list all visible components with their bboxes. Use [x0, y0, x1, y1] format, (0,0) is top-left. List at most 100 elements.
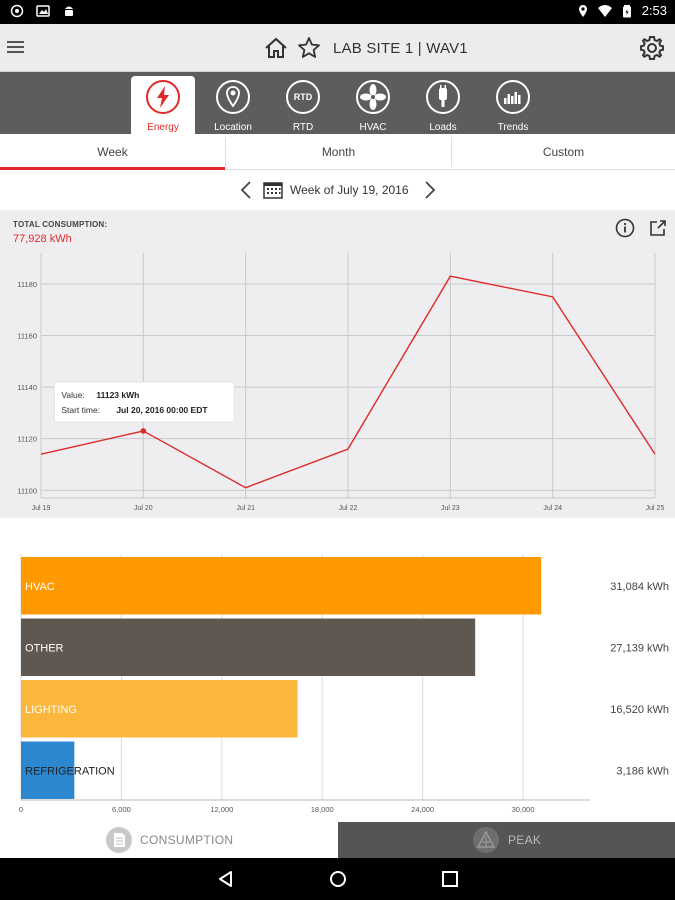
- bar: [21, 618, 476, 676]
- chart-tooltip: Value: 11123 kWh Start time: Jul 20, 2016 0…: [53, 381, 235, 423]
- image-notification-icon: [36, 5, 50, 17]
- y-tick-label: 11160: [17, 332, 37, 341]
- week-label: Week of July 19, 2016: [290, 183, 409, 197]
- status-bar: 2:53: [0, 0, 675, 24]
- bar-value-label: 31,084 kWh: [610, 581, 669, 593]
- bar: [21, 557, 542, 615]
- x-tick-label: 18,000: [311, 805, 334, 814]
- tooltip-value-label: Value:: [61, 390, 84, 400]
- bar-category-label: LIGHTING: [25, 704, 77, 716]
- bar: [21, 680, 298, 738]
- period-tab-week[interactable]: Week: [0, 134, 225, 170]
- page-title: LAB SITE 1 | WAV1: [333, 39, 468, 57]
- location-pin-icon: [216, 80, 250, 114]
- peak-tab[interactable]: PEAK: [338, 822, 675, 858]
- export-icon[interactable]: [648, 218, 668, 238]
- app-bar: LAB SITE 1 | WAV1: [0, 24, 675, 72]
- recents-icon[interactable]: [440, 869, 460, 889]
- chevron-left-icon[interactable]: [239, 180, 253, 200]
- wifi-icon: [597, 4, 612, 17]
- tab-energy[interactable]: Energy: [131, 76, 195, 134]
- tab-label: Location: [214, 122, 252, 133]
- document-icon: [106, 827, 132, 853]
- x-tick-label: Jul 22: [339, 505, 358, 512]
- line-chart[interactable]: Jul 19 Jul 20 Jul 21 Jul 22 Jul 23 Jul 24 Jul …: [0, 210, 675, 518]
- plug-icon: [426, 80, 460, 114]
- tooltip-box: [53, 381, 235, 423]
- divider: [225, 137, 226, 167]
- y-tick-label: 11180: [17, 280, 37, 289]
- y-tick-label: 11140: [17, 383, 37, 392]
- x-tick-label: 30,000: [512, 805, 535, 814]
- settings-gear-icon[interactable]: [639, 35, 665, 61]
- total-consumption-label: TOTAL CONSUMPTION:: [13, 220, 108, 229]
- peak-icon: [473, 827, 499, 853]
- total-consumption-value: 77,928 kWh: [13, 233, 72, 245]
- chevron-right-icon[interactable]: [423, 180, 437, 200]
- trends-icon: [496, 80, 530, 114]
- x-tick-label: Jul 20: [134, 505, 153, 512]
- tab-trends[interactable]: Trends: [481, 76, 545, 134]
- peak-tab-label: PEAK: [508, 833, 542, 847]
- lightning-icon: [146, 80, 180, 114]
- period-tab-month[interactable]: Month: [321, 145, 356, 159]
- bar-category-label: HVAC: [25, 581, 55, 593]
- tab-loads[interactable]: Loads: [411, 76, 475, 134]
- calendar-icon[interactable]: [263, 181, 283, 199]
- status-time: 2:53: [641, 3, 667, 18]
- rtd-icon: RTD: [286, 80, 320, 114]
- x-tick-label: Jul 23: [441, 505, 460, 512]
- tab-label: Energy: [147, 122, 179, 133]
- week-navigator: Week of July 19, 2016: [0, 170, 675, 210]
- tooltip-start-time: Jul 20, 2016 00:00 EDT: [116, 405, 208, 415]
- bar-value-label: 16,520 kWh: [610, 704, 669, 716]
- module-tabs: Energy Location RTD RTD HVAC Loads Trend…: [0, 72, 675, 134]
- bar-value-label: 27,139 kWh: [610, 642, 669, 654]
- consumption-tab[interactable]: CONSUMPTION: [0, 822, 338, 858]
- period-tab-custom[interactable]: Custom: [542, 145, 585, 159]
- x-tick-label: 0: [19, 805, 23, 814]
- x-tick-label: Jul 25: [646, 505, 665, 512]
- home-nav-icon[interactable]: [328, 869, 348, 889]
- tooltip-start-label: Start time:: [61, 405, 100, 415]
- tab-label: RTD: [292, 122, 314, 133]
- bar-value-label: 3,186 kWh: [616, 765, 669, 777]
- tab-label: Loads: [429, 122, 457, 133]
- android-icon: [65, 6, 73, 16]
- notification-icon: [10, 4, 24, 18]
- tooltip-value: 11123 kWh: [96, 390, 139, 400]
- favorite-star-icon[interactable]: [297, 36, 321, 60]
- location-status-icon: [578, 4, 587, 17]
- x-tick-label: Jul 21: [236, 505, 255, 512]
- y-tick-label: 11120: [17, 435, 37, 444]
- tab-label: HVAC: [359, 122, 387, 133]
- x-tick-label: Jul 19: [32, 505, 51, 512]
- consumption-chart-panel: Jul 19 Jul 20 Jul 21 Jul 22 Jul 23 Jul 24 Jul …: [0, 210, 675, 518]
- tab-rtd[interactable]: RTD RTD: [271, 76, 335, 134]
- battery-icon: [622, 4, 631, 17]
- system-nav-bar: [0, 858, 675, 900]
- x-tick-label: 24,000: [411, 805, 434, 814]
- bar-chart[interactable]: 0 6,000 12,000 18,000 24,000 30,000 HVAC 31,084…: [0, 518, 675, 822]
- consumption-tab-label: CONSUMPTION: [140, 833, 234, 847]
- x-tick-label: 12,000: [210, 805, 233, 814]
- home-icon[interactable]: [263, 35, 289, 61]
- bar: [21, 741, 75, 799]
- y-tick-label: 11100: [17, 486, 37, 495]
- x-tick-label: 6,000: [112, 805, 131, 814]
- breakdown-bar-chart-panel: 0 6,000 12,000 18,000 24,000 30,000 HVAC 31,084…: [0, 518, 675, 822]
- tab-location[interactable]: Location: [201, 76, 265, 134]
- period-selector: Week Month Custom: [0, 134, 675, 170]
- info-icon[interactable]: [615, 218, 635, 238]
- bar-category-label: OTHER: [25, 642, 64, 654]
- tab-label: Trends: [497, 122, 529, 133]
- fan-icon: [356, 80, 390, 114]
- menu-icon[interactable]: [6, 38, 26, 56]
- divider: [451, 137, 452, 167]
- tab-hvac[interactable]: HVAC: [341, 76, 405, 134]
- x-tick-label: Jul 24: [543, 505, 562, 512]
- data-point: [140, 428, 147, 434]
- back-icon[interactable]: [216, 869, 236, 889]
- bottom-tab-bar: CONSUMPTION PEAK: [0, 822, 675, 858]
- bar-category-label: REFRIGERATION: [25, 765, 115, 777]
